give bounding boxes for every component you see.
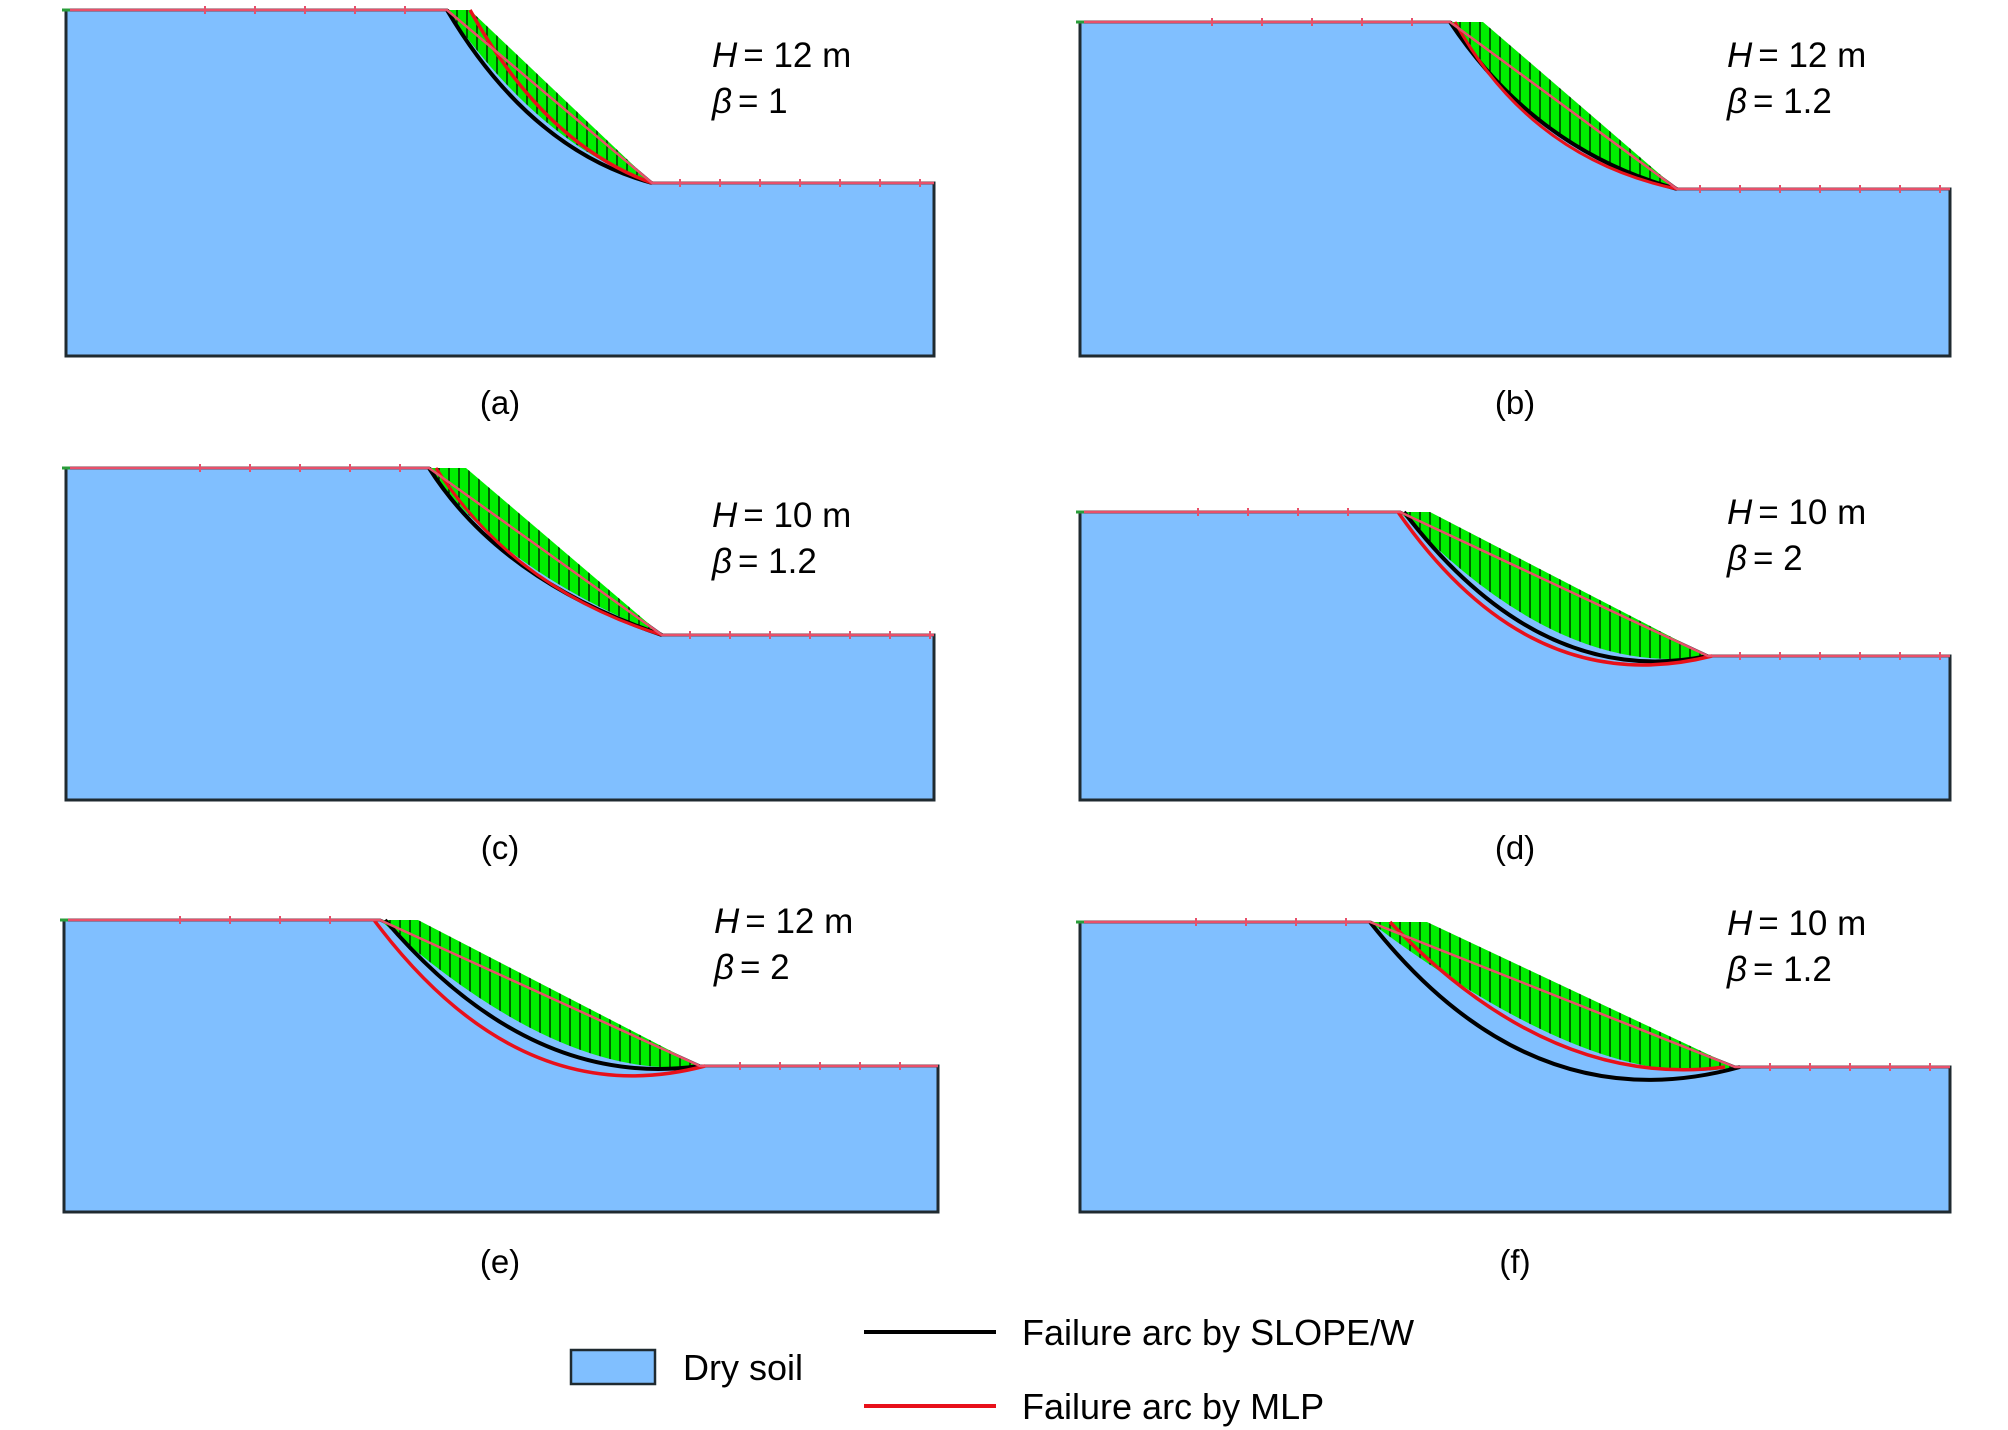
boundary-ticks: [1197, 508, 1941, 660]
beta-symbol: β: [1726, 950, 1747, 989]
svg-text:β= 1: β = 1: [711, 82, 788, 121]
beta-symbol: β: [711, 82, 732, 121]
height-value: = 12 m: [1758, 36, 1866, 75]
height-symbol: H: [712, 496, 738, 535]
svg-text:β= 2: β = 2: [713, 948, 790, 987]
slopew-failure-arc: [1368, 920, 1741, 1082]
beta-symbol: β: [1726, 539, 1747, 578]
svg-text:H= 12 m: H = 12 m: [712, 36, 851, 75]
slopew-failure-arc: [383, 918, 701, 1071]
beta-symbol: β: [1726, 82, 1747, 121]
panel-caption: (d): [1495, 829, 1535, 866]
mlp-failure-arc: [1453, 21, 1678, 191]
panel-d: H = 10 m β = 2 (d): [1076, 493, 1952, 866]
svg-text:H= 12 m: H = 12 m: [714, 902, 853, 941]
beta-symbol: β: [711, 542, 732, 581]
panel-a: H = 12 m β = 1 (a): [62, 6, 936, 421]
boundary-ticks: [199, 464, 931, 639]
height-value: = 12 m: [745, 902, 853, 941]
mlp-failure-arc: [372, 918, 706, 1078]
height-value: = 10 m: [743, 496, 851, 535]
boundary-ticks: [1211, 18, 1941, 193]
ground-surface-boundary: [1080, 20, 1950, 191]
slopew-failure-arc: [445, 8, 653, 185]
legend: Dry soil Failure arc by SLOPE/W Failure …: [569, 1312, 1414, 1427]
beta-value: = 2: [1753, 539, 1803, 578]
svg-text:H= 10 m: H = 10 m: [712, 496, 851, 535]
panel-e: H = 12 m β = 2 (e): [60, 902, 940, 1280]
panel-caption: (c): [481, 829, 519, 866]
height-symbol: H: [712, 36, 738, 75]
mlp-failure-arc: [434, 467, 663, 637]
height-symbol: H: [1727, 36, 1753, 75]
panel-f: H = 10 m β = 1.2 (f): [1076, 904, 1952, 1280]
panel-caption: (f): [1499, 1243, 1530, 1280]
legend-mlp-label: Failure arc by MLP: [1022, 1386, 1324, 1427]
beta-value: = 1.2: [1753, 82, 1832, 121]
beta-value: = 1.2: [1753, 950, 1832, 989]
panel-caption: (e): [480, 1243, 520, 1280]
boundary-ticks: [204, 6, 921, 187]
svg-text:H= 10 m: H = 10 m: [1727, 493, 1866, 532]
height-symbol: H: [714, 902, 740, 941]
ground-surface-boundary: [66, 8, 934, 185]
panel-caption: (b): [1495, 384, 1535, 421]
boundary-ticks: [179, 916, 901, 1070]
ground-surface-boundary: [66, 466, 934, 637]
svg-text:β= 1.2: β = 1.2: [1726, 950, 1832, 989]
beta-value: = 1: [738, 82, 788, 121]
panel-c: H = 10 m β = 1.2 (c): [62, 464, 936, 866]
svg-text:H= 10 m: H = 10 m: [1727, 904, 1866, 943]
mlp-failure-arc: [1396, 511, 1713, 667]
ground-surface-boundary: [1080, 510, 1950, 658]
mlp-failure-arc: [1388, 920, 1726, 1072]
ground-surface-boundary: [1080, 920, 1950, 1069]
legend-slopew-label: Failure arc by SLOPE/W: [1022, 1312, 1414, 1353]
mlp-failure-arc: [468, 9, 653, 185]
dry-soil-swatch: [569, 1348, 657, 1386]
height-value: = 12 m: [743, 36, 851, 75]
height-symbol: H: [1727, 904, 1753, 943]
svg-text:β= 1.2: β = 1.2: [1726, 82, 1832, 121]
boundary-ticks: [1195, 918, 1931, 1071]
panel-b: H = 12 m β = 1.2 (b): [1076, 18, 1952, 421]
svg-text:β= 2: β = 2: [1726, 539, 1803, 578]
slopew-failure-arc: [1402, 510, 1709, 664]
panel-caption: (a): [480, 384, 520, 421]
legend-dry-soil-label: Dry soil: [683, 1347, 803, 1388]
svg-text:β= 1.2: β = 1.2: [711, 542, 817, 581]
beta-value: = 2: [740, 948, 790, 987]
beta-symbol: β: [713, 948, 734, 987]
height-symbol: H: [1727, 493, 1753, 532]
beta-value: = 1.2: [738, 542, 817, 581]
svg-text:H= 12 m: H = 12 m: [1727, 36, 1866, 75]
height-value: = 10 m: [1758, 493, 1866, 532]
height-value: = 10 m: [1758, 904, 1866, 943]
